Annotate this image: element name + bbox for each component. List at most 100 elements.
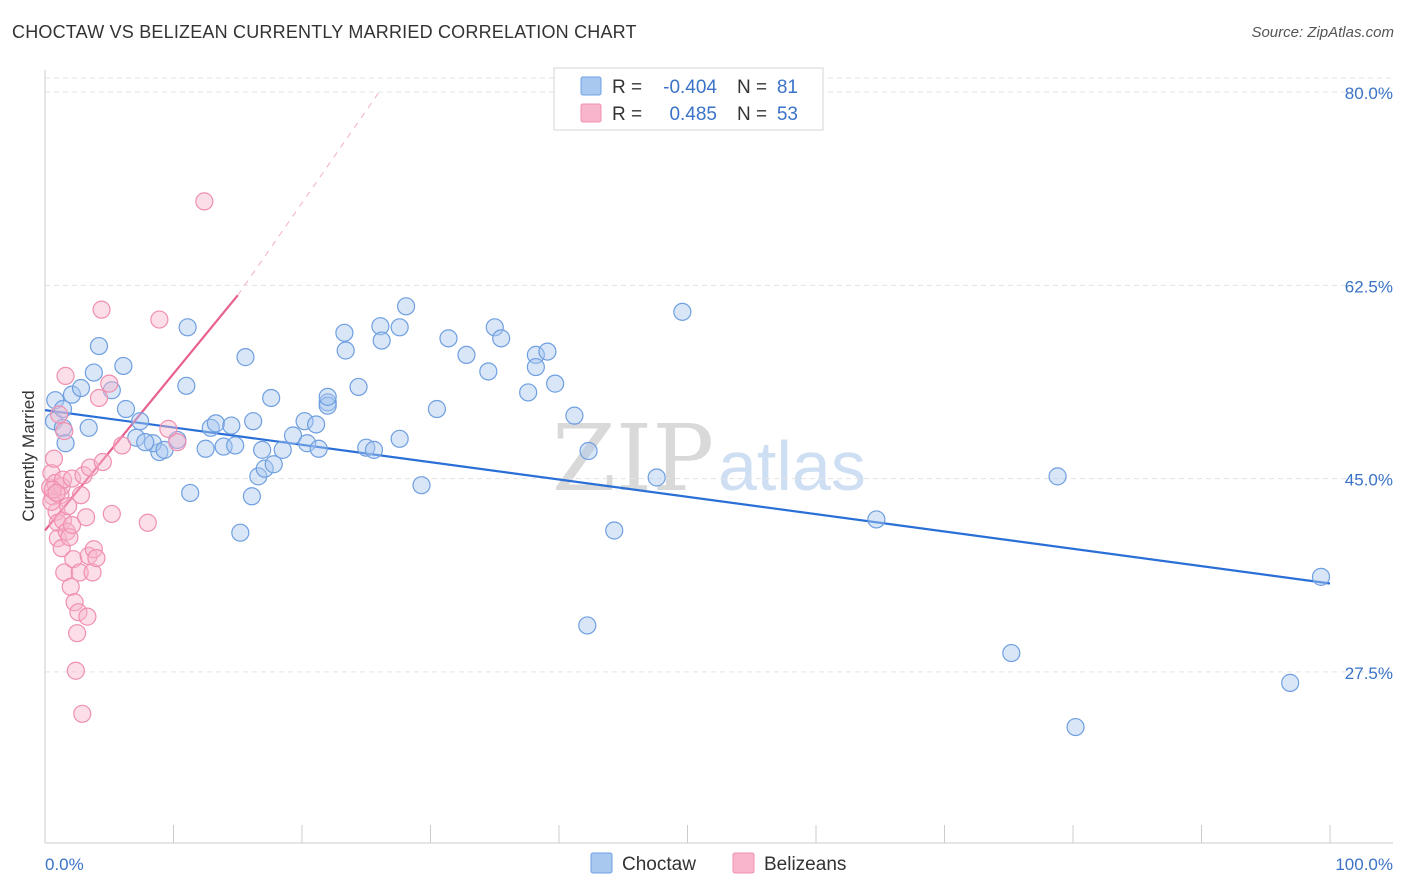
choctaw-point xyxy=(647,468,666,487)
choctaw-point xyxy=(206,414,226,433)
choctaw-point xyxy=(578,616,597,635)
gridlines xyxy=(45,77,1393,673)
choctaw-point xyxy=(396,297,416,316)
choctaw-point xyxy=(372,331,391,350)
belizeans-point xyxy=(47,483,66,503)
choctaw-point xyxy=(565,406,584,425)
legend-label-choctaw: Choctaw xyxy=(622,854,696,875)
legend-n-label-choctaw: N = xyxy=(737,77,767,98)
belizeans-point xyxy=(56,366,75,385)
belizeans-point xyxy=(50,405,69,424)
choctaw-point xyxy=(222,416,241,435)
choctaw-point xyxy=(390,429,409,448)
tick-labels: 27.5% 45.0% 62.5% 80.0% 0.0% 100.0% xyxy=(45,84,1393,874)
choctaw-point xyxy=(226,436,245,455)
legend-n-label-belizeans: N = xyxy=(737,104,767,125)
choctaw-point xyxy=(1066,717,1085,737)
choctaw-point xyxy=(1002,643,1021,663)
choctaw-point xyxy=(231,523,250,542)
choctaw-point xyxy=(114,356,133,376)
legend-swatch-belizeans xyxy=(580,103,602,123)
belizeans-point xyxy=(70,563,89,582)
y-tick-label: 62.5% xyxy=(1345,277,1393,296)
legend-swatch-choctaw xyxy=(580,76,602,96)
choctaw-point xyxy=(318,387,337,406)
choctaw-point xyxy=(673,302,692,321)
choctaw-point xyxy=(236,348,255,367)
belizeans-point xyxy=(78,607,97,626)
belizeans-point xyxy=(73,704,92,723)
choctaw-point xyxy=(143,434,163,453)
choctaw-point xyxy=(62,385,82,404)
legend-r-value-choctaw: -0.404 xyxy=(663,77,717,98)
belizeans-point xyxy=(55,422,74,441)
choctaw-point xyxy=(519,383,538,402)
choctaw-point xyxy=(479,362,498,381)
choctaw-point xyxy=(116,399,136,419)
belizeans-point xyxy=(59,497,78,516)
y-tick-label: 45.0% xyxy=(1345,471,1393,490)
choctaw-point xyxy=(178,318,197,337)
watermark: ZIP atlas xyxy=(552,405,866,512)
x-tick-label: 100.0% xyxy=(1335,855,1393,874)
belizeans-point xyxy=(53,511,73,530)
choctaw-point xyxy=(336,341,355,360)
choctaw-point xyxy=(390,318,409,337)
y-tick-label: 80.0% xyxy=(1345,84,1393,103)
chart-title: CHOCTAW VS BELIZEAN CURRENTLY MARRIED CO… xyxy=(12,22,637,42)
choctaw-point xyxy=(457,345,476,365)
belizeans-point xyxy=(66,661,85,680)
belizeans-point xyxy=(102,504,121,524)
choctaw-point xyxy=(427,399,447,419)
choctaw-point xyxy=(89,336,109,356)
legend-n-value-belizeans: 53 xyxy=(777,104,798,125)
choctaw-point xyxy=(84,363,103,382)
belizeans-point xyxy=(112,436,132,455)
belizeans-point xyxy=(150,310,169,329)
choctaw-point xyxy=(439,329,458,348)
choctaw-point xyxy=(130,412,150,431)
choctaw-point xyxy=(485,318,504,337)
legend-r-label-choctaw: R = xyxy=(612,77,642,98)
belizeans-point xyxy=(93,452,112,472)
belizeans-point xyxy=(62,469,82,488)
choctaw-point xyxy=(335,323,354,342)
choctaw-point xyxy=(1048,467,1067,486)
choctaw-trend-line xyxy=(44,409,1331,585)
belizeans-point xyxy=(168,433,187,452)
choctaw-point xyxy=(492,329,511,348)
choctaw-point xyxy=(307,415,326,434)
choctaw-point xyxy=(309,439,328,458)
y-axis-label: Currently Married xyxy=(19,390,38,521)
choctaw-point xyxy=(349,377,368,397)
choctaw-point xyxy=(177,376,196,395)
legend-label-belizeans: Belizeans xyxy=(764,854,846,875)
choctaw-point xyxy=(371,317,390,336)
belizeans-point xyxy=(62,515,82,535)
choctaw-point xyxy=(71,378,91,398)
belizeans-point xyxy=(195,192,214,211)
belizeans-point xyxy=(65,593,84,612)
choctaw-point xyxy=(244,412,263,431)
choctaw-point xyxy=(181,483,200,503)
y-tick-label: 27.5% xyxy=(1345,664,1393,683)
choctaw-point xyxy=(298,434,317,453)
choctaw-point xyxy=(364,440,384,459)
choctaw-point xyxy=(546,374,565,393)
choctaw-point xyxy=(283,426,303,445)
legend-r-label-belizeans: R = xyxy=(612,104,642,125)
choctaw-point xyxy=(1281,673,1300,692)
watermark-atlas: atlas xyxy=(718,427,866,505)
legend-swatch-choctaw-bottom xyxy=(590,852,613,874)
choctaw-point xyxy=(579,441,598,461)
choctaw-point xyxy=(242,487,261,506)
source-label: Source: ZipAtlas.com xyxy=(1251,24,1394,41)
belizeans-point xyxy=(87,548,106,568)
choctaw-point xyxy=(1311,567,1331,586)
belizeans-point xyxy=(83,563,102,582)
choctaw-point xyxy=(538,342,557,361)
choctaw-point xyxy=(605,521,624,540)
legend-n-value-choctaw: 81 xyxy=(777,77,798,98)
choctaw-point xyxy=(526,357,545,377)
